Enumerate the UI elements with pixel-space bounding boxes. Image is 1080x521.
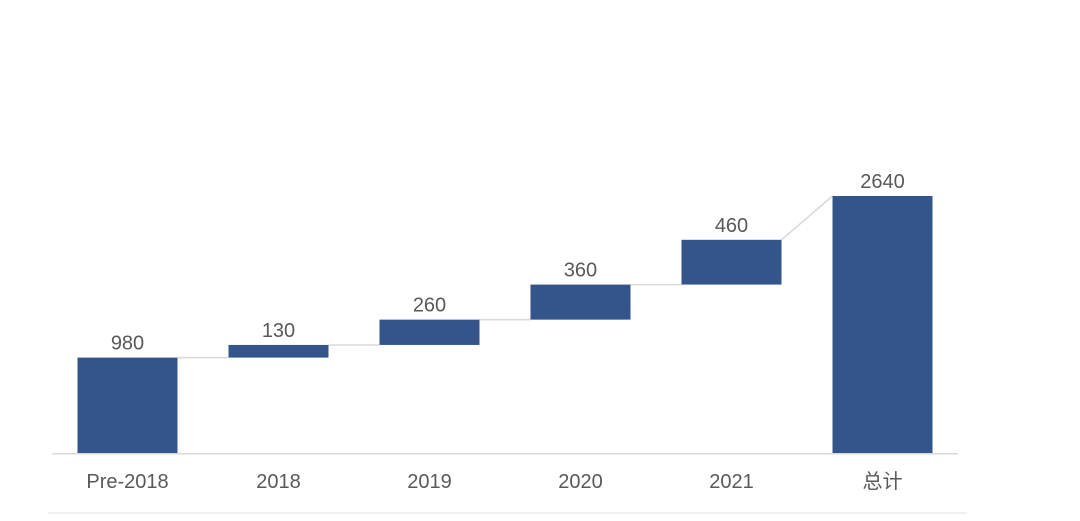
- x-axis-label: 2021: [709, 471, 754, 493]
- x-axis-label: 总计: [863, 470, 903, 493]
- bar-2021: [681, 239, 782, 285]
- x-axis-label: 2020: [558, 471, 603, 493]
- bar-pre-2018: [77, 357, 178, 453]
- bar-value-label: 130: [262, 320, 295, 342]
- x-axis-label: 2019: [407, 471, 452, 493]
- bar-2018: [228, 344, 329, 358]
- bar-2019: [379, 319, 480, 345]
- bar-2020: [530, 284, 631, 320]
- x-axis-label: 2018: [256, 471, 301, 493]
- bar-value-label: 360: [564, 260, 597, 282]
- bar-value-label: 260: [413, 295, 446, 317]
- x-axis-label: Pre-2018: [86, 471, 168, 493]
- bar-value-label: 980: [111, 333, 144, 355]
- bar-value-label: 2640: [860, 171, 905, 193]
- connector-line: [781, 195, 833, 241]
- bar-value-label: 460: [715, 215, 748, 237]
- bar-总计: [832, 196, 933, 453]
